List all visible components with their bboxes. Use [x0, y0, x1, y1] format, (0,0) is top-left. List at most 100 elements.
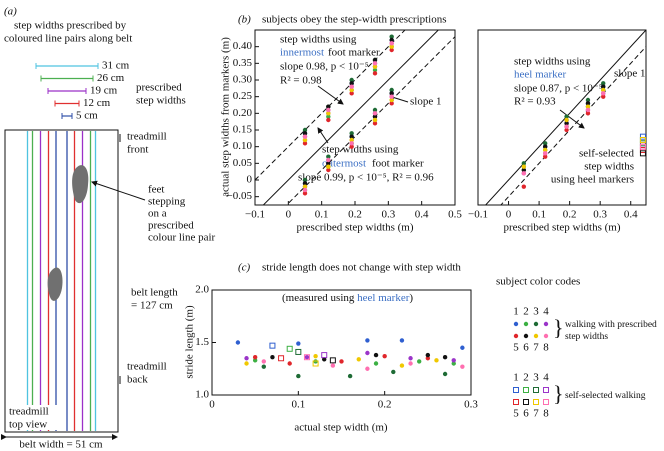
label: on a	[148, 208, 167, 220]
point	[339, 359, 344, 364]
plot-frame	[477, 29, 647, 206]
point	[408, 361, 413, 366]
y-tick-label: 0.05	[233, 157, 253, 169]
annotation: slope 0.98, p < 10⁻⁵	[280, 61, 369, 73]
point	[269, 342, 276, 349]
x-axis-label: prescribed step widths (m)	[297, 222, 414, 234]
width-label: 12 cm	[83, 97, 111, 109]
legend-marker	[513, 399, 519, 405]
point	[365, 350, 370, 356]
point	[389, 97, 394, 103]
label: prescribed	[148, 220, 194, 232]
legend-brace: }	[553, 381, 564, 406]
point	[521, 161, 527, 166]
point	[639, 140, 646, 147]
legend-marker	[513, 333, 519, 339]
legend-label: 2	[523, 306, 529, 318]
x-tick-label: 0	[209, 399, 215, 411]
point	[261, 364, 266, 369]
x-tick-label: 0.2	[378, 399, 392, 411]
point	[521, 184, 527, 189]
point	[372, 61, 378, 66]
point	[287, 361, 292, 366]
point	[521, 164, 527, 169]
annotation: slope 1	[410, 96, 441, 108]
legend-label: 4	[543, 372, 549, 384]
legend-label: 5	[513, 342, 519, 354]
point	[639, 150, 646, 157]
point	[244, 361, 249, 366]
y-tick-label: 0.15	[233, 124, 253, 136]
point	[312, 360, 319, 367]
point	[295, 348, 302, 355]
point	[451, 361, 456, 366]
point	[389, 47, 394, 53]
point	[451, 358, 456, 363]
point	[304, 355, 310, 360]
reference-line	[262, 30, 440, 205]
arrow	[559, 109, 585, 129]
point	[639, 147, 646, 153]
point	[326, 154, 331, 159]
legend-marker	[533, 333, 539, 339]
subtitle-part: (measured using	[282, 292, 357, 304]
point	[326, 107, 331, 113]
y-tick-label: 0.20	[233, 107, 253, 119]
point	[543, 151, 548, 156]
annotation: R² = 0.98	[280, 75, 322, 87]
legend-label: 7	[533, 342, 539, 354]
point	[521, 171, 527, 176]
point	[564, 117, 569, 123]
point	[399, 363, 405, 368]
point	[434, 358, 439, 363]
point	[639, 137, 646, 143]
x-tick-label: −0.1	[245, 209, 265, 221]
point	[564, 121, 569, 126]
point	[329, 357, 336, 364]
point	[330, 363, 336, 368]
chart-title: subjects obey the step-width prescriptio…	[262, 14, 447, 26]
legend-marker	[543, 399, 549, 405]
legend-marker	[533, 321, 539, 327]
legend-title: subject color codes	[496, 276, 580, 288]
y-tick-label: 2.0	[195, 284, 209, 296]
width-label: 26 cm	[97, 72, 125, 84]
point	[349, 144, 354, 149]
annotation: step widths using	[280, 34, 357, 46]
legend-group-label: walking with prescribed	[565, 320, 657, 330]
point	[442, 355, 448, 360]
x-tick-label: 0.4	[415, 209, 429, 221]
legend-label: 8	[543, 342, 549, 354]
point	[322, 357, 327, 362]
legend-marker	[543, 321, 549, 327]
x-tick-label: 0.5	[448, 209, 462, 221]
subtitle: (measured using heel marker)	[282, 292, 413, 304]
chart-title: stride length does not change with step …	[262, 262, 461, 274]
legend-label: 1	[513, 372, 519, 384]
y-axis-label: actual step widths from markers (m)	[220, 37, 232, 197]
point	[302, 131, 308, 136]
annotation: foot marker	[328, 47, 380, 59]
annotation: slope 0.99, p < 10⁻⁵, R² = 0.96	[298, 172, 434, 184]
y-tick-label: −0.05	[227, 190, 253, 202]
point	[270, 355, 275, 360]
x-tick-label: 0.1	[291, 399, 305, 411]
legend-label: 6	[523, 342, 529, 354]
point	[372, 111, 378, 116]
foot	[47, 267, 63, 301]
legend-marker	[513, 387, 519, 393]
point	[564, 127, 569, 133]
point	[302, 127, 308, 133]
point	[252, 355, 258, 360]
point	[372, 71, 378, 76]
x-tick-label: 0	[506, 209, 512, 221]
point	[303, 354, 310, 361]
point	[347, 373, 353, 379]
point	[389, 41, 394, 46]
point	[302, 191, 308, 196]
legend-label: 1	[513, 306, 519, 318]
annotation: using heel markers	[551, 174, 634, 186]
point	[326, 114, 331, 119]
label: = 127 cm	[131, 300, 173, 312]
point	[564, 114, 569, 119]
